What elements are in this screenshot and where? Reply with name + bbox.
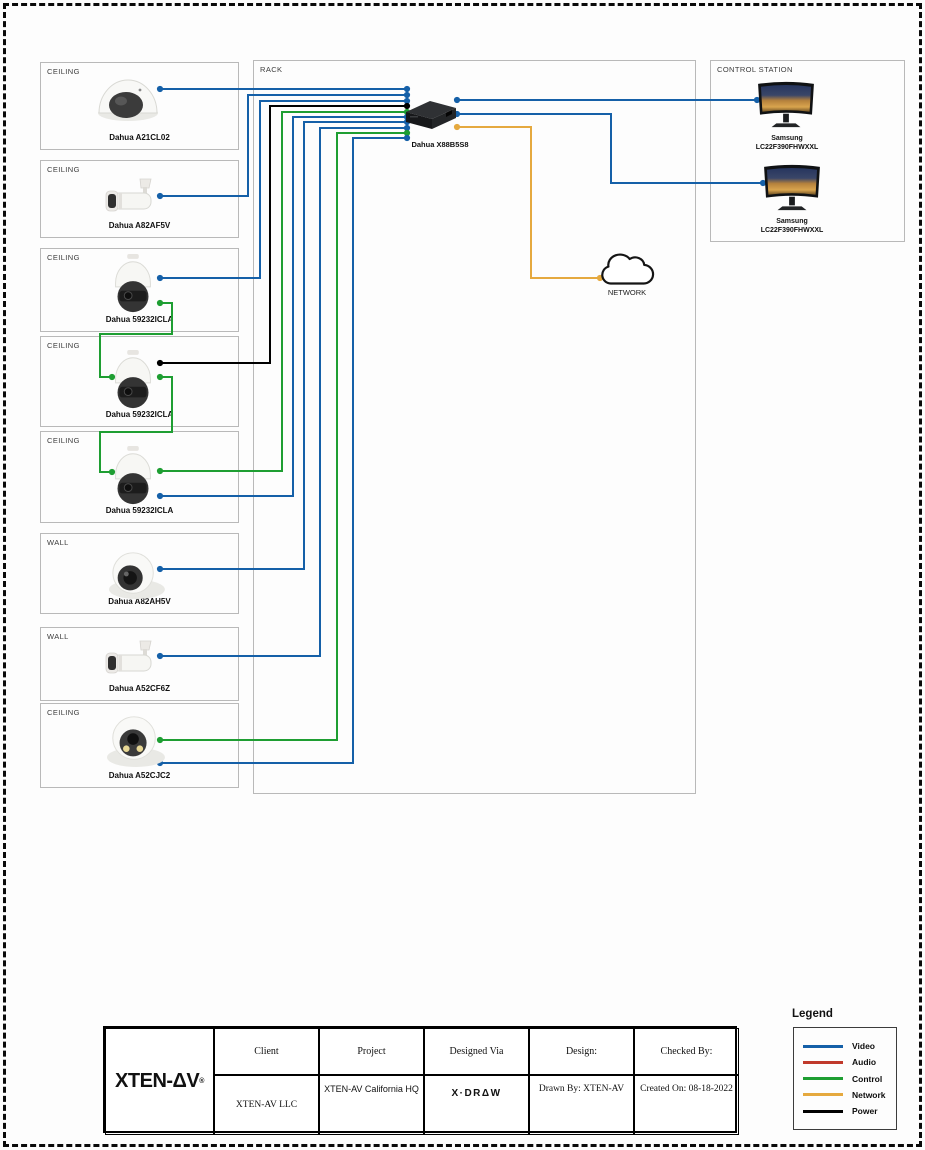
location-label: WALL: [47, 632, 69, 641]
nvr-image[interactable]: [402, 96, 460, 136]
location-label: CEILING: [47, 436, 80, 445]
ptz-camera-image[interactable]: [108, 350, 158, 410]
legend-item-audio: Audio: [803, 1057, 887, 1067]
tb-value-project: XTEN-AV California HQ: [319, 1075, 424, 1135]
device-model-label: Dahua 59232ICLA: [105, 506, 174, 515]
ptz-camera-image[interactable]: [108, 446, 158, 506]
dome-camera-image[interactable]: [96, 72, 160, 124]
eyeball-camera-image[interactable]: [103, 548, 167, 600]
monitor-brand: Samsung: [771, 135, 803, 142]
legend: Video Audio Control Network Power: [793, 1027, 897, 1130]
device-model-label: Dahua A82AF5V: [108, 221, 171, 230]
control-line-swatch: [803, 1077, 843, 1080]
monitor-image[interactable]: [756, 80, 816, 132]
monitor-model: LC22F390FHWXXL: [755, 143, 819, 151]
location-label: CEILING: [47, 67, 80, 76]
bullet-camera-image[interactable]: [102, 638, 162, 680]
device-model-label: Dahua A52CJC2: [108, 771, 171, 780]
tb-value-client: XTEN-AV LLC: [214, 1075, 319, 1135]
location-label: CEILING: [47, 708, 80, 717]
x-draw-logo: X·DRΔW: [424, 1075, 529, 1135]
location-label: CEILING: [47, 165, 80, 174]
monitor-brand: Samsung: [776, 218, 808, 225]
device-model-label: Dahua 59232ICLA: [105, 410, 174, 419]
rack-label: RACK: [260, 65, 283, 74]
tb-header-designed-via: Designed Via: [424, 1028, 529, 1075]
xten-av-logo: XTEN-ΔV ®: [105, 1028, 214, 1135]
network-label: NETWORK: [607, 288, 647, 297]
device-model-label: Dahua A82AH5V: [108, 597, 171, 606]
device-model-label: Dahua 59232ICLA: [105, 315, 174, 324]
bullet-camera-image[interactable]: [102, 176, 162, 218]
monitor-model: LC22F390FHWXXL: [760, 226, 824, 234]
video-line-swatch: [803, 1044, 843, 1048]
title-block: XTEN-ΔV ® Client Project Designed Via Des…: [103, 1026, 739, 1135]
tb-header-design: Design:: [529, 1028, 634, 1075]
legend-item-network: Network: [803, 1090, 887, 1100]
device-model-label: Dahua A21CL02: [109, 133, 170, 142]
monitor-image[interactable]: [762, 163, 822, 215]
monitor-label: Samsung LC22F390FHWXXL: [746, 135, 828, 153]
monitor-label: Samsung LC22F390FHWXXL: [751, 218, 833, 236]
tb-header-client: Client: [214, 1028, 319, 1075]
legend-item-control: Control: [803, 1074, 887, 1084]
location-label: CEILING: [47, 253, 80, 262]
legend-title: Legend: [792, 1008, 833, 1020]
logo-registered-mark: ®: [199, 1078, 204, 1085]
power-line-swatch: [803, 1109, 843, 1113]
legend-item-power: Power: [803, 1106, 887, 1116]
location-label: WALL: [47, 538, 69, 547]
location-label: CEILING: [47, 341, 80, 350]
rack-box: RACK: [253, 60, 696, 794]
audio-line-swatch: [803, 1060, 843, 1064]
device-model-label: Dahua A52CF6Z: [108, 684, 171, 693]
tb-header-project: Project: [319, 1028, 424, 1075]
turret-camera-image[interactable]: [103, 712, 167, 768]
tb-header-checked-by: Checked By:: [634, 1028, 739, 1075]
legend-item-video: Video: [803, 1041, 887, 1051]
network-cloud-icon[interactable]: [598, 249, 656, 289]
tb-value-checked-by: Created On: 08-18-2022: [634, 1075, 739, 1135]
logo-text: XTEN-ΔV: [115, 1070, 200, 1092]
ptz-camera-image[interactable]: [108, 254, 158, 314]
network-line-swatch: [803, 1093, 843, 1097]
nvr-model-label: Dahua X88B5S8: [411, 140, 469, 149]
control-station-label: CONTROL STATION: [717, 65, 793, 74]
tb-value-design: Drawn By: XTEN-AV: [529, 1075, 634, 1135]
